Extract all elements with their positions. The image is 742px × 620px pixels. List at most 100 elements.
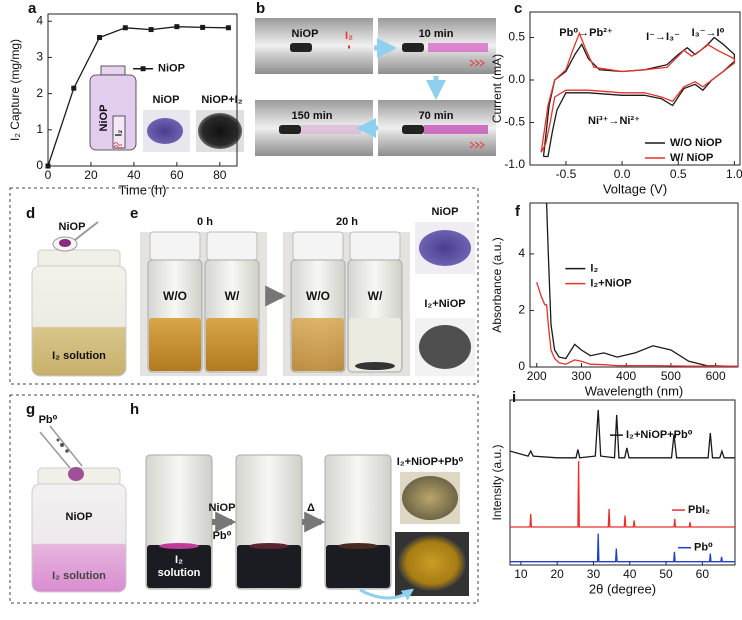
- x-axis-title: Voltage (V): [603, 181, 667, 196]
- y-axis-title: Current (mA): [490, 54, 504, 123]
- time-label: 150 min: [292, 110, 333, 122]
- data-point: [174, 24, 180, 30]
- jar-label: NiOP: [98, 105, 110, 132]
- legend-label: PbI₂: [688, 504, 710, 516]
- y-tick-label: 0.0: [508, 72, 525, 86]
- panel-frame: [9, 187, 479, 385]
- x-tick-label: 300: [571, 369, 591, 383]
- y-tick-label: 3: [36, 50, 43, 64]
- legend-label: I₂+NiOP: [590, 278, 631, 290]
- x-tick-label: 20: [84, 168, 98, 182]
- data-point: [45, 163, 51, 169]
- plot-frame: [529, 202, 739, 368]
- x-axis-title: Time (h): [119, 182, 167, 197]
- series-line: [48, 26, 229, 167]
- legend-label: I₂+NiOP+Pb⁰: [626, 429, 693, 441]
- y-tick-label: -0.5: [504, 115, 525, 129]
- panel-label: f: [515, 203, 521, 220]
- schematic-g: Pb⁰ NiOP I₂ solution: [31, 414, 127, 593]
- step-label: Pb⁰: [213, 530, 232, 542]
- panel-frame: [9, 394, 479, 604]
- vial-label: W/O: [306, 289, 330, 303]
- panel-label: e: [130, 205, 138, 222]
- y-axis-title: Absorbance (a.u.): [490, 237, 504, 332]
- x-tick-label: 40: [623, 567, 637, 581]
- series-line: [540, 31, 736, 153]
- tube-label: NiOP: [292, 28, 319, 40]
- series-line: [510, 533, 735, 563]
- time-label: 20 h: [336, 216, 358, 228]
- plot-frame: [47, 13, 238, 167]
- x-tick-label: 50: [659, 567, 673, 581]
- x-tick-label: 200: [527, 369, 547, 383]
- series-line: [542, 36, 736, 158]
- data-point: [225, 25, 231, 31]
- photo-label: NiOP: [153, 94, 180, 106]
- series-line: [536, 282, 738, 367]
- jar-label: I₂: [113, 130, 123, 137]
- x-tick-label: 30: [587, 567, 601, 581]
- x-tick-label: -0.5: [556, 167, 577, 181]
- x-axis-title: Wavelength (nm): [585, 383, 684, 398]
- tube-photos: NiOP I₂ 10 min 70 min 150 min: [255, 18, 496, 156]
- y-tick-label: 0: [36, 158, 43, 172]
- y-tick-label: 0.5: [508, 30, 525, 44]
- solution-label: I₂ solution: [52, 350, 106, 362]
- annotation: I⁻→I₃⁻: [646, 31, 680, 43]
- vial-label: I₂: [175, 554, 183, 566]
- x-tick-label: 400: [616, 369, 636, 383]
- vial-label: W/: [225, 289, 240, 303]
- x-tick-label: 80: [213, 168, 227, 182]
- x-tick-label: 0.5: [670, 167, 687, 181]
- panel-label: a: [28, 0, 37, 17]
- x-tick-label: 600: [706, 369, 726, 383]
- x-tick-label: 60: [696, 567, 710, 581]
- tube-label: I₂: [345, 30, 353, 42]
- powder-label: NiOP: [66, 511, 93, 523]
- x-tick-label: 40: [127, 168, 141, 182]
- y-tick-label: 2: [36, 86, 43, 100]
- step-label: NiOP: [209, 502, 236, 514]
- x-tick-label: 60: [170, 168, 184, 182]
- panel-label: d: [26, 205, 35, 222]
- photo-label: NiOP+I₂: [201, 94, 242, 106]
- product-label: I₂+NiOP+Pb⁰: [397, 456, 464, 468]
- x-tick-label: 500: [661, 369, 681, 383]
- panel-label: h: [130, 401, 139, 418]
- y-tick-label: 4: [518, 246, 525, 260]
- y-tick-label: 4: [36, 13, 43, 27]
- y-axis-title: I₂ Capture (mg/mg): [8, 39, 22, 141]
- x-axis-title: 2θ (degree): [589, 581, 656, 596]
- vial-label: solution: [158, 567, 201, 579]
- data-point: [148, 27, 154, 33]
- solution-label: I₂ solution: [52, 570, 106, 582]
- photo-h: I₂ solution NiOP Pb⁰ Δ I₂+NiOP+Pb⁰: [145, 454, 469, 601]
- plot-frame: [529, 11, 741, 166]
- data-point: [122, 25, 128, 31]
- legend-label: W/ NiOP: [670, 152, 713, 164]
- vial-label: W/: [368, 289, 383, 303]
- y-tick-label: -1.0: [504, 157, 525, 171]
- legend-label: I₂: [590, 263, 598, 275]
- powder-label: NiOP: [432, 206, 459, 218]
- annotation: I₃⁻→I⁰: [692, 27, 725, 39]
- annotation: Pb⁰→Pb²⁺: [559, 27, 613, 39]
- spoon-label: NiOP: [59, 221, 86, 233]
- panel-label: c: [514, 0, 522, 17]
- annotation: Ni³⁺→Ni²⁺: [588, 115, 640, 127]
- jar-inset: NiOP I₂ NiOP NiOP+I₂: [89, 65, 244, 152]
- y-axis-title: Intensity (a.u.): [490, 444, 504, 520]
- time-label: 10 min: [419, 28, 454, 40]
- x-tick-label: 0.0: [614, 167, 631, 181]
- step-label: Δ: [307, 502, 315, 514]
- plot-frame: [509, 399, 736, 566]
- legend-label: NiOP: [158, 63, 185, 75]
- panel-label: g: [26, 401, 35, 418]
- x-tick-label: 0: [45, 168, 52, 182]
- x-tick-label: 1.0: [726, 167, 742, 181]
- legend-marker: [140, 66, 146, 72]
- photo-e: 0 h 20 h W/O W/ W/O W/ NiOP I₂+NiOP: [140, 206, 475, 376]
- data-point: [97, 35, 103, 41]
- y-tick-label: 0: [518, 359, 525, 373]
